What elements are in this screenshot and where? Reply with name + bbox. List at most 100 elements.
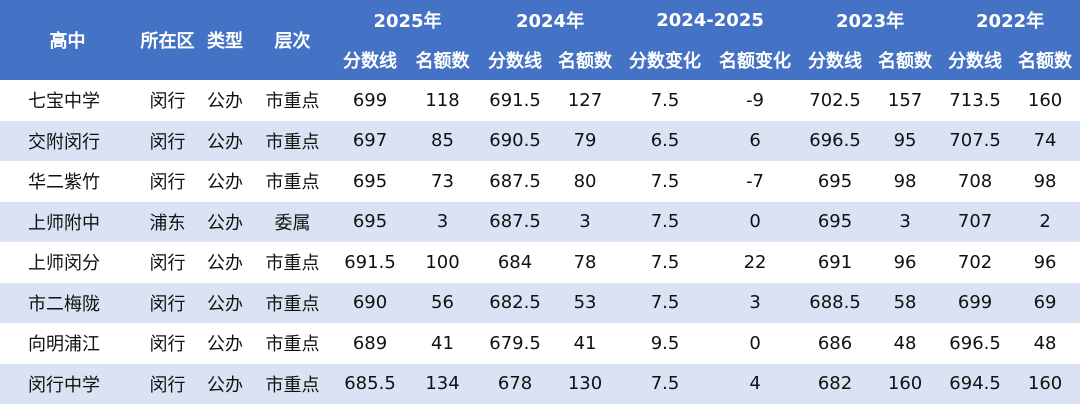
- table-row: 市二梅陇 闵行 公办 市重点 690 56 682.5 53 7.5 3 688.5 58 699 69: [0, 282, 1080, 323]
- table-cell: 闵行: [149, 334, 186, 356]
- table-cell: 682: [800, 363, 871, 404]
- table-cell: 7.5: [620, 363, 711, 404]
- table-cell: 48: [893, 332, 917, 354]
- table-cell: 3: [550, 201, 621, 242]
- table-cell: 694.5: [940, 363, 1011, 404]
- table-cell: 7.5: [620, 282, 711, 323]
- table-cell: 702.5: [809, 89, 861, 111]
- table-row: 交附闵行 闵行 公办 市重点 697 85 690.5 79 6.5 6 696.5 95 707.5 7…: [0, 120, 1080, 161]
- table-cell: 699: [352, 89, 388, 111]
- table-cell: 682.5: [480, 282, 551, 323]
- table-cell: 684: [497, 251, 533, 273]
- table-cell: 687.5: [489, 170, 541, 192]
- table-cell: 707.5: [940, 120, 1011, 161]
- column-header: 所在区: [135, 0, 200, 80]
- table-cell: 公办: [200, 201, 250, 242]
- table-cell: 市重点: [250, 282, 335, 323]
- table-cell: 0: [710, 201, 801, 242]
- table-cell: 69: [1010, 282, 1080, 323]
- table-cell: 41: [431, 332, 454, 354]
- table-cell: 公办: [207, 91, 243, 113]
- table-cell: 0: [749, 332, 761, 354]
- school-name: 市二梅陇: [0, 282, 135, 323]
- sub-header: 分数线: [335, 40, 405, 80]
- sub-header: 名额数: [1010, 40, 1080, 80]
- table-cell: 市重点: [265, 172, 320, 194]
- table-row: 向明浦江 闵行 公办 市重点 689 41 679.5 41 9.5 0 686 48 696.5 48: [0, 323, 1080, 364]
- table-cell: 市重点: [265, 334, 320, 356]
- table-cell: 695: [352, 170, 388, 192]
- table-cell: -9: [746, 89, 765, 111]
- table-cell: 公办: [200, 282, 250, 323]
- column-header: 类型: [200, 0, 250, 80]
- table-cell: 690: [335, 282, 405, 323]
- table-cell: 689: [352, 332, 388, 354]
- table-cell: 市重点: [250, 120, 335, 161]
- table-cell: 687.5: [480, 201, 551, 242]
- sub-header: 分数变化: [620, 40, 711, 80]
- table-cell: 闵行: [135, 282, 200, 323]
- table-cell: 闵行: [149, 172, 186, 194]
- table-cell: 695: [817, 170, 853, 192]
- table-cell: 160: [870, 363, 941, 404]
- table-cell: 53: [550, 282, 621, 323]
- group-header: 2025年: [335, 0, 481, 40]
- column-header: 层次: [250, 0, 335, 80]
- table-cell: 7.5: [650, 89, 680, 111]
- sub-header: 分数线: [800, 40, 871, 80]
- school-name: 向明浦江: [28, 334, 100, 356]
- table-cell: 691.5: [489, 89, 541, 111]
- table-cell: 695: [335, 201, 405, 242]
- table-cell: 157: [887, 89, 923, 111]
- sub-header: 分数线: [940, 40, 1011, 80]
- group-header: 2023年: [800, 0, 941, 40]
- table-body: 七宝中学 闵行 公办 市重点 699 118 691.5 127 7.5 -9 702.5 157 71…: [0, 80, 1080, 404]
- table-cell: 118: [425, 89, 460, 111]
- table-cell: -7: [746, 170, 765, 192]
- table-cell: 浦东: [135, 201, 200, 242]
- table-cell: 98: [893, 170, 917, 192]
- table-cell: 160: [1027, 89, 1063, 111]
- table-cell: 127: [567, 89, 603, 111]
- table-cell: 7.5: [620, 201, 711, 242]
- table-cell: 79: [550, 120, 621, 161]
- school-name: 上师附中: [0, 201, 135, 242]
- group-header: 2024年: [480, 0, 621, 40]
- table-cell: 73: [431, 170, 454, 192]
- table-cell: 134: [405, 363, 481, 404]
- table-cell: 98: [1033, 170, 1057, 192]
- table-cell: 7.5: [650, 170, 680, 192]
- school-name: 交附闵行: [0, 120, 135, 161]
- table-cell: 685.5: [335, 363, 405, 404]
- table-cell: 702: [957, 251, 993, 273]
- table-cell: 691.5: [344, 251, 396, 273]
- table-cell: 3: [405, 201, 481, 242]
- table-cell: 市重点: [250, 363, 335, 404]
- school-name: 七宝中学: [28, 91, 100, 113]
- table-cell: 56: [405, 282, 481, 323]
- table-cell: 3: [870, 201, 941, 242]
- table-cell: 679.5: [489, 332, 541, 354]
- table-cell: 市重点: [265, 91, 320, 113]
- table-cell: 696.5: [800, 120, 871, 161]
- header-row: 高中 所在区 类型 层次 2025年 2024年 2024-2025 2023年 2022年: [0, 0, 1080, 80]
- table-cell: 4: [710, 363, 801, 404]
- table-cell: 闵行: [135, 120, 200, 161]
- table-row: 闵行中学 闵行 公办 市重点 685.5 134 678 130 7.5 4 682 160 694.5…: [0, 363, 1080, 404]
- table-cell: 100: [425, 251, 460, 273]
- table-cell: 闵行: [149, 253, 186, 275]
- table-cell: 6: [710, 120, 801, 161]
- table-cell: 3: [710, 282, 801, 323]
- table-cell: 公办: [200, 363, 250, 404]
- table-cell: 58: [870, 282, 941, 323]
- table-cell: 78: [573, 251, 597, 273]
- table-cell: 闵行: [135, 363, 200, 404]
- table-cell: 2: [1010, 201, 1080, 242]
- sub-header: 分数线: [480, 40, 551, 80]
- table-cell: 697: [335, 120, 405, 161]
- sub-header: 名额变化: [710, 40, 801, 80]
- table-cell: 95: [870, 120, 941, 161]
- table-cell: 691: [817, 251, 853, 273]
